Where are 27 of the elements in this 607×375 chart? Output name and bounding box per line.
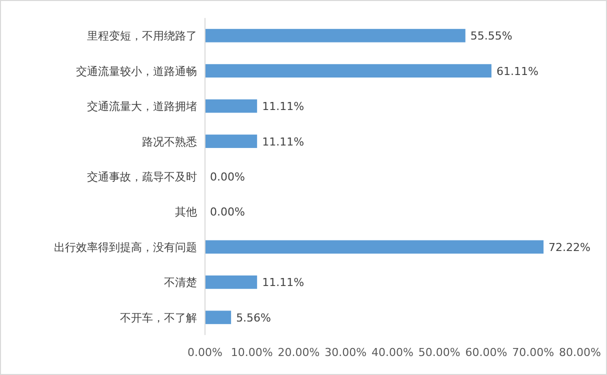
data-label: 72.22% — [548, 240, 590, 254]
data-label: 0.00% — [210, 206, 245, 219]
x-tick-label: 70.00% — [512, 346, 554, 359]
x-tick-label: 20.00% — [278, 346, 320, 359]
data-label: 11.11% — [262, 276, 304, 290]
x-tick-label: 40.00% — [372, 346, 414, 359]
data-label: 55.55% — [470, 30, 512, 43]
x-tick-label: 10.00% — [230, 346, 273, 359]
x-tick-label: 30.00% — [324, 346, 367, 359]
x-tick-label: 60.00% — [465, 346, 508, 359]
x-tick-label: 0.00% — [188, 346, 222, 359]
x-tick-label: 50.00% — [418, 346, 460, 359]
y-tick-label: 其他 — [175, 206, 197, 219]
data-label: 0.00% — [210, 170, 245, 184]
y-tick-label: 不清楚 — [164, 276, 197, 290]
y-tick-label: 交通事故，疏导不及时 — [87, 170, 197, 184]
x-tick-label: 80.00% — [559, 346, 601, 359]
y-tick-label: 出行效率得到提高，没有问题 — [54, 240, 197, 254]
data-label: 11.11% — [262, 135, 304, 148]
y-tick-label: 里程变短，不用绕路了 — [87, 30, 197, 43]
y-tick-label: 交通流量较小，道路通畅 — [76, 64, 197, 78]
data-label: 61.11% — [496, 64, 538, 78]
data-label: 5.56% — [236, 311, 272, 324]
data-label: 11.11% — [262, 100, 304, 114]
y-tick-label: 交通流量大，道路拥堵 — [87, 100, 197, 114]
y-tick-label: 路况不熟悉 — [142, 135, 197, 148]
y-tick-label: 不开车，不了解 — [120, 311, 197, 324]
